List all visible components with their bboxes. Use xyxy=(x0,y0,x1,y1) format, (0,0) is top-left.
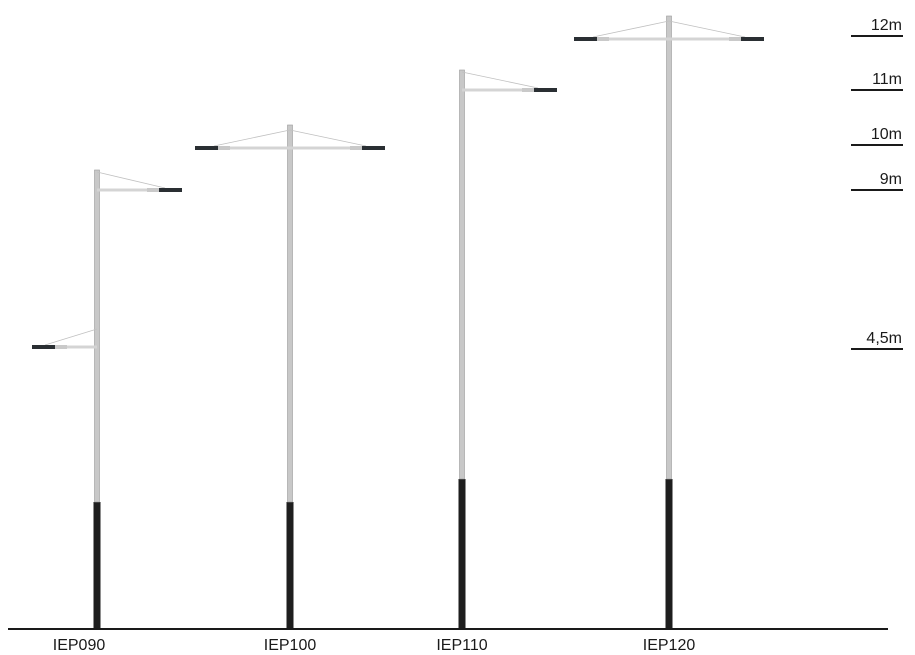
luminaire xyxy=(32,345,67,349)
tie-rod xyxy=(289,129,367,147)
tie-rod xyxy=(213,129,291,147)
pole-iep120 xyxy=(574,15,764,629)
luminaire-lens xyxy=(729,37,741,41)
luminaire xyxy=(522,88,557,92)
tie-rod xyxy=(44,328,98,346)
pole-shaft xyxy=(459,69,465,480)
luminaire-lens xyxy=(147,188,159,192)
luminaire xyxy=(574,37,609,41)
pole-iep090 xyxy=(32,169,182,629)
tie-rod xyxy=(592,20,670,38)
height-scale: 12m 11m 10m 9m 4,5m xyxy=(851,17,903,350)
scale-label: 11m xyxy=(872,71,902,88)
scale-label: 12m xyxy=(871,17,902,34)
pole-iep110 xyxy=(458,69,557,629)
poles xyxy=(32,15,764,629)
model-label: IEP120 xyxy=(643,637,696,654)
scale-label: 9m xyxy=(880,171,902,188)
pole-base xyxy=(286,502,294,629)
tie-rod xyxy=(461,71,539,89)
luminaire-lens xyxy=(55,345,67,349)
pole-shaft xyxy=(666,15,672,480)
luminaire-lens xyxy=(218,146,230,150)
tie-rod xyxy=(96,171,166,189)
scale-label: 10m xyxy=(871,126,902,143)
pole-base xyxy=(458,479,466,629)
pole-shaft xyxy=(287,124,293,503)
model-label: IEP090 xyxy=(53,637,106,654)
tie-rod xyxy=(668,20,746,38)
pole-base xyxy=(665,479,673,629)
pole-iep100 xyxy=(195,124,385,629)
luminaire xyxy=(195,146,230,150)
model-label: IEP110 xyxy=(436,637,487,654)
luminaire-lens xyxy=(522,88,534,92)
luminaire-lens xyxy=(350,146,362,150)
model-labels: IEP090 IEP100 IEP110 IEP120 xyxy=(53,637,696,654)
model-label: IEP100 xyxy=(264,637,317,654)
pole-base xyxy=(93,502,101,629)
luminaire xyxy=(729,37,764,41)
luminaire xyxy=(350,146,385,150)
scale-label: 4,5m xyxy=(866,330,902,347)
luminaire-lens xyxy=(597,37,609,41)
pole-shaft xyxy=(94,169,100,503)
luminaire xyxy=(147,188,182,192)
